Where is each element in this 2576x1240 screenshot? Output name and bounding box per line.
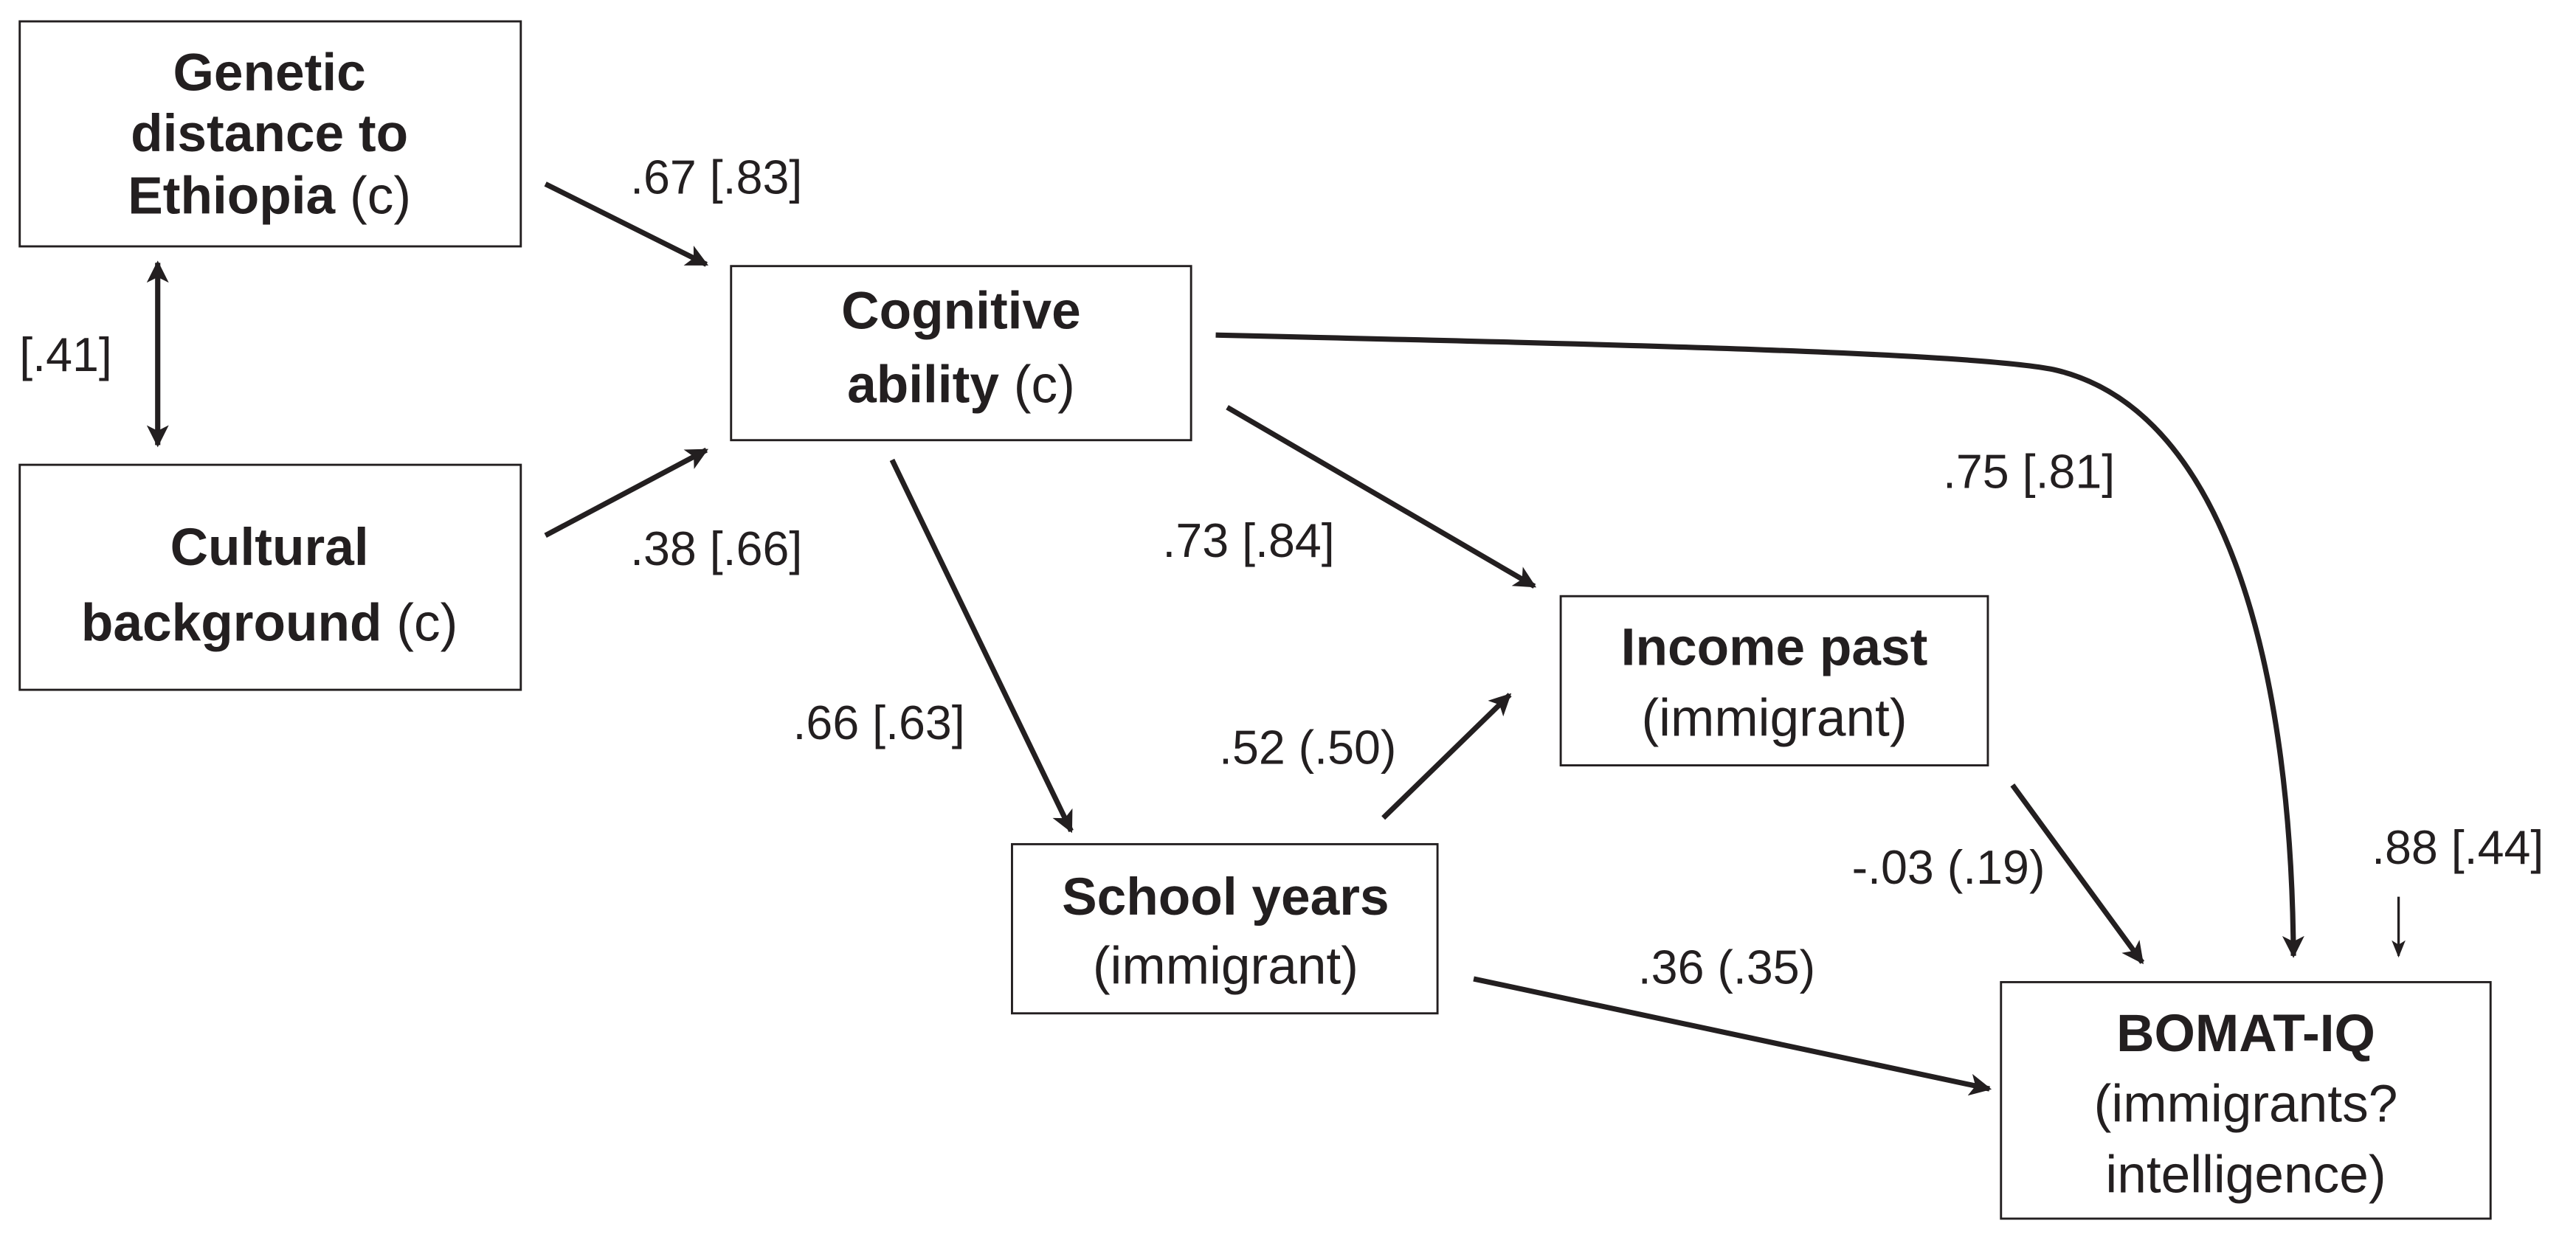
node-text: School years xyxy=(1062,868,1389,926)
node-text: (immigrant) xyxy=(1093,938,1358,996)
svg-text:School years: School years xyxy=(1062,868,1389,926)
svg-text:intelligence): intelligence) xyxy=(2105,1146,2386,1204)
coef-cognitive-income: .73 [.84] xyxy=(1162,514,1334,567)
node-text: Ethiopia xyxy=(128,167,336,225)
node-text: (immigrant) xyxy=(1641,689,1907,747)
node-text: Cultural xyxy=(170,519,369,577)
node-text: Cognitive xyxy=(841,282,1081,340)
node-text: intelligence) xyxy=(2105,1146,2386,1204)
node-text: background xyxy=(81,594,382,652)
node-text: (c) xyxy=(382,594,458,652)
node-text: Genetic xyxy=(173,44,365,102)
node-bomat-iq: BOMAT-IQ (immigrants? intelligence) xyxy=(2000,980,2492,1220)
coef-school-bomat: .36 (.35) xyxy=(1638,941,1815,994)
svg-text:(immigrant): (immigrant) xyxy=(1093,938,1358,996)
svg-text:ability (c): ability (c) xyxy=(847,356,1075,415)
arrow-school-to-bomat xyxy=(1473,976,1992,1096)
arrow-school-to-income xyxy=(1381,693,1512,820)
node-text: Income past xyxy=(1621,619,1928,677)
svg-text:(immigrants?: (immigrants? xyxy=(2094,1076,2398,1134)
svg-text:Cultural: Cultural xyxy=(170,519,369,577)
svg-text:distance to: distance to xyxy=(131,105,408,163)
node-text: (immigrants? xyxy=(2094,1076,2398,1134)
node-genetic-distance: Genetic distance to Ethiopia (c) xyxy=(18,20,522,248)
arrow-cognitive-to-school xyxy=(889,458,1074,834)
node-cultural-background: Cultural background (c) xyxy=(18,463,522,691)
arrow-genetic-to-cognitive xyxy=(544,181,709,267)
node-school-years: School years (immigrant) xyxy=(1011,842,1439,1015)
svg-text:Income past: Income past xyxy=(1621,619,1928,677)
node-income-past: Income past (immigrant) xyxy=(1559,595,1989,766)
svg-text:(immigrant): (immigrant) xyxy=(1641,689,1907,747)
coef-cultural-cognitive: .38 [.66] xyxy=(630,522,802,575)
arrow-income-to-bomat xyxy=(2010,783,2145,965)
node-text: BOMAT-IQ xyxy=(2116,1005,2375,1063)
coef-cognitive-school: .66 [.63] xyxy=(793,696,964,749)
coef-cognitive-bomat: .75 [.81] xyxy=(1943,445,2115,498)
arrow-cognitive-to-income xyxy=(1226,405,1537,589)
coef-bomat-residual: .88 [.44] xyxy=(2372,821,2544,874)
node-text: distance to xyxy=(131,105,408,163)
coef-income-bomat: -.03 (.19) xyxy=(1852,841,2045,894)
arrow-cultural-to-cognitive xyxy=(544,447,708,538)
svg-text:Genetic: Genetic xyxy=(173,44,365,102)
node-text: (c) xyxy=(335,167,411,225)
coef-genetic-cognitive: .67 [.83] xyxy=(630,151,802,204)
svg-text:Ethiopia (c): Ethiopia (c) xyxy=(128,167,411,225)
svg-text:Cognitive: Cognitive xyxy=(841,282,1081,340)
coef-genetic-cultural: [.41] xyxy=(19,328,112,381)
arrow-cognitive-to-bomat xyxy=(1215,332,2304,958)
svg-text:BOMAT-IQ: BOMAT-IQ xyxy=(2116,1005,2375,1063)
svg-text:background (c): background (c) xyxy=(81,594,458,652)
coef-school-income: .52 (.50) xyxy=(1219,721,1396,774)
node-text: ability xyxy=(847,356,999,415)
node-cognitive-ability: Cognitive ability (c) xyxy=(730,265,1192,442)
node-text: (c) xyxy=(999,356,1075,415)
